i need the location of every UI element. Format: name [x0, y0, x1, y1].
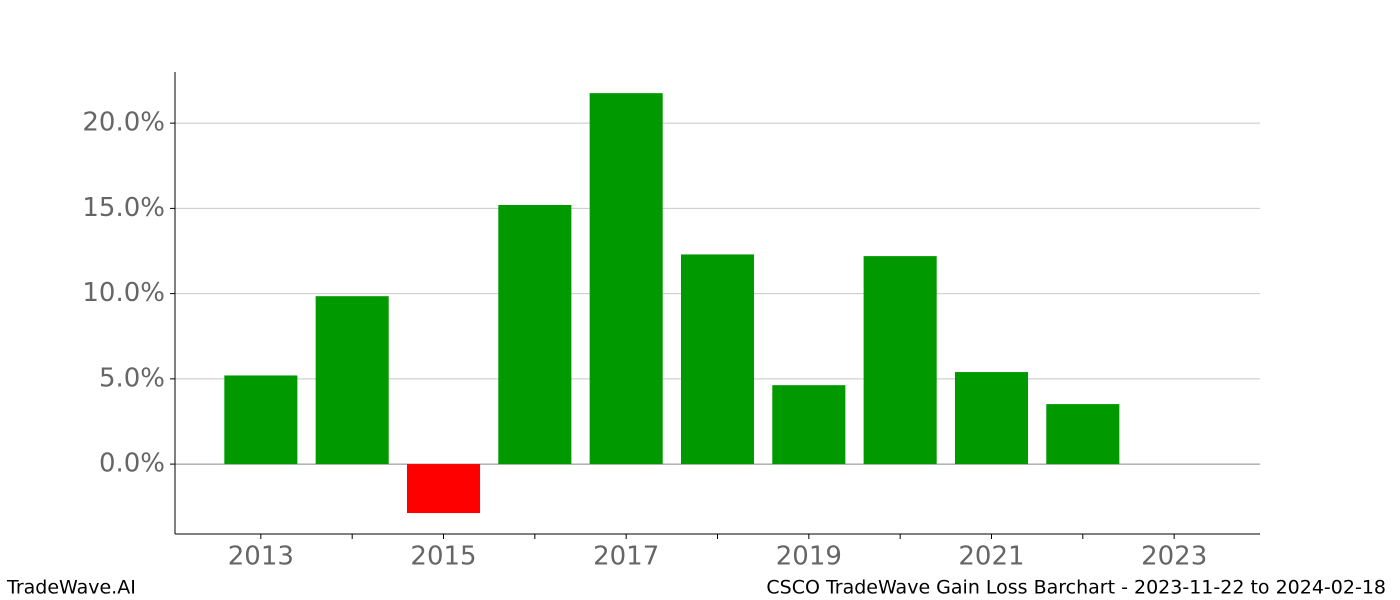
bar: [1046, 404, 1120, 465]
bar: [680, 254, 755, 465]
bar: [772, 385, 846, 465]
x-tick-label: 2021: [958, 542, 1024, 572]
x-tick-label: 2017: [593, 542, 659, 572]
bar: [954, 372, 1029, 465]
y-tick-label: 10.0%: [82, 278, 165, 308]
bar: [863, 256, 937, 465]
y-tick-label: 0.0%: [99, 449, 165, 479]
y-tick-label: 5.0%: [99, 363, 165, 393]
y-tick-label: 20.0%: [82, 108, 165, 138]
x-tick-label: 2015: [410, 542, 476, 572]
bar: [315, 296, 389, 465]
bar: [589, 93, 663, 465]
bar: [224, 375, 298, 465]
bar: [406, 464, 481, 514]
bar: [498, 204, 572, 465]
x-tick-label: 2019: [776, 542, 842, 572]
x-tick-label: 2013: [228, 542, 294, 572]
y-tick-label: 15.0%: [82, 193, 165, 223]
x-tick-label: 2023: [1141, 542, 1207, 572]
watermark: TradeWave.AI: [6, 577, 136, 599]
chart-title: CSCO TradeWave Gain Loss Barchart - 2023…: [766, 577, 1386, 599]
